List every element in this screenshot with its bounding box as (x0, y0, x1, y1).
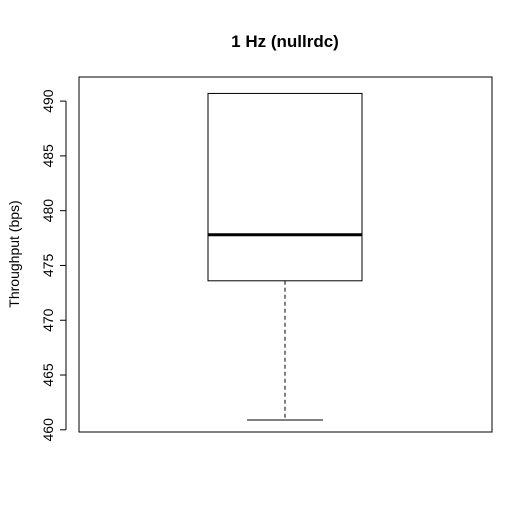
y-tick-label: 460 (40, 418, 56, 442)
y-tick-label: 480 (40, 199, 56, 223)
y-tick-label: 465 (40, 363, 56, 387)
y-axis: 460 465 470 475 480 485 490 (40, 89, 67, 442)
y-tick-label: 475 (40, 254, 56, 278)
box-plot (207, 92, 363, 421)
y-tick-label: 470 (40, 308, 56, 332)
iqr-box (207, 92, 363, 282)
chart-title: 1 Hz (nullrdc) (231, 32, 339, 51)
plot-frame (78, 76, 493, 433)
y-tick-label: 485 (40, 144, 56, 168)
y-tick-label: 490 (40, 89, 56, 113)
y-axis-label: Throughput (bps) (6, 200, 22, 307)
